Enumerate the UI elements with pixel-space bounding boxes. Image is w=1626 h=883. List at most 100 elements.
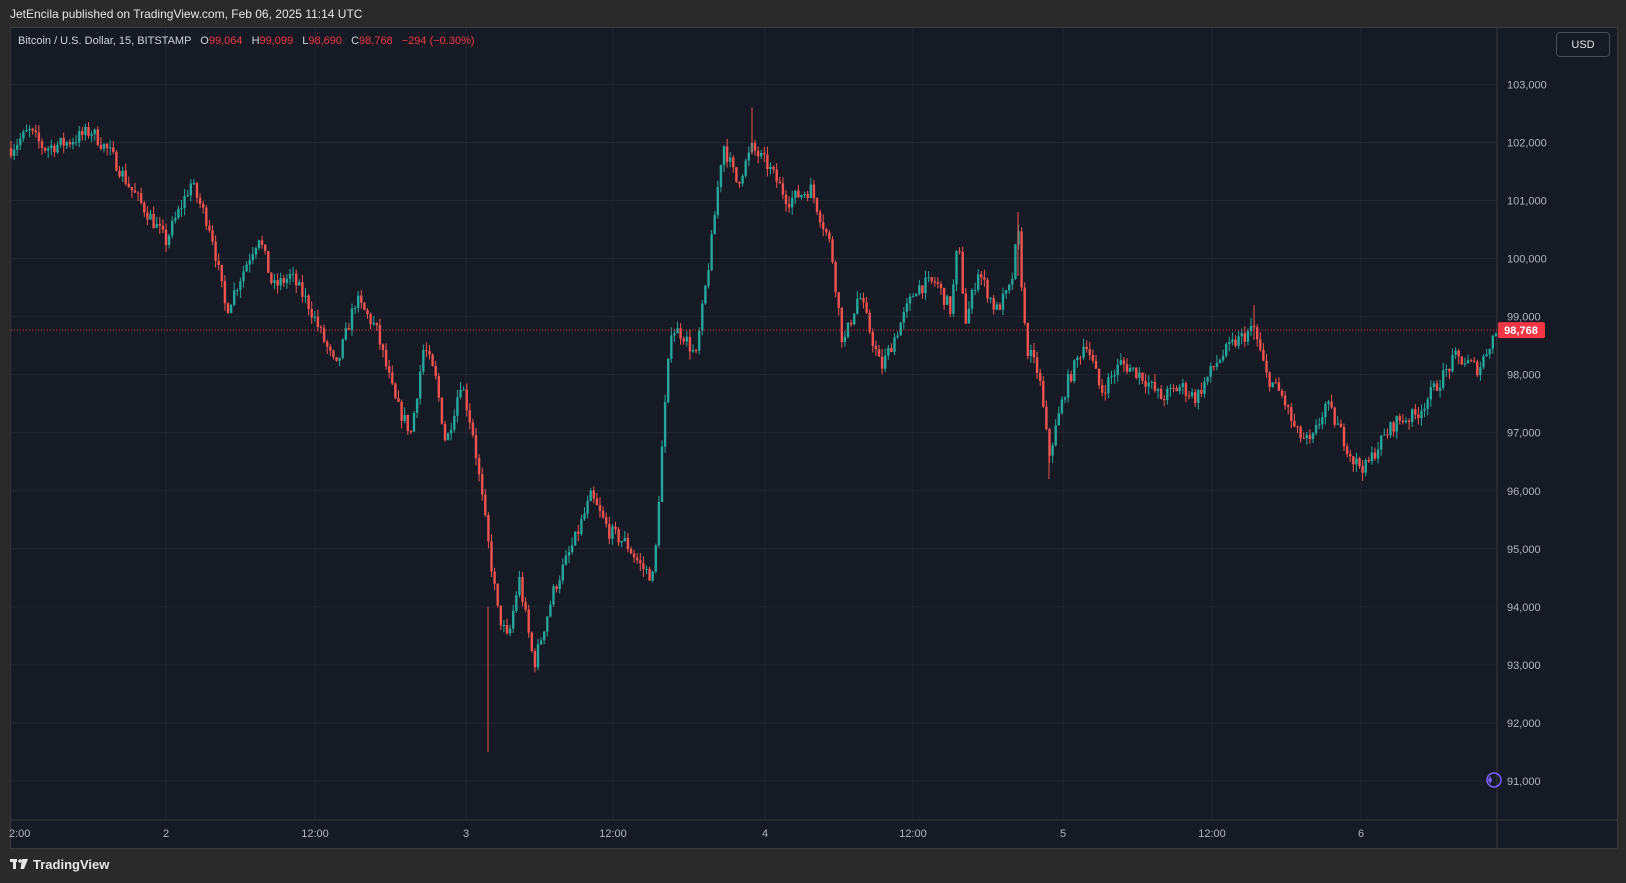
candle-body	[496, 583, 499, 606]
candle-body	[459, 389, 462, 398]
candle-body	[512, 610, 515, 629]
candle-body	[859, 297, 862, 299]
candle-body	[310, 308, 313, 318]
candle-body	[1181, 383, 1184, 388]
candle-body	[939, 284, 943, 289]
candle-body	[853, 313, 856, 325]
candle-body	[59, 137, 62, 145]
candle-body	[539, 640, 543, 645]
candle-body	[1119, 360, 1122, 365]
y-tick-label: 92,000	[1507, 718, 1541, 730]
candle-body	[1345, 446, 1349, 454]
candle-body	[1339, 423, 1343, 428]
candle-body	[989, 298, 992, 300]
candle-body	[1268, 372, 1271, 387]
candle-body	[1116, 364, 1119, 376]
candle-body	[549, 604, 552, 617]
candle-body	[254, 247, 258, 255]
candle-body	[357, 295, 360, 308]
candle-body	[22, 131, 25, 139]
candle-body	[1392, 422, 1395, 432]
candle-body	[251, 254, 254, 261]
candle-body	[1045, 406, 1048, 430]
candle-body	[775, 169, 778, 182]
candle-body	[918, 285, 921, 294]
candle-body	[481, 474, 484, 495]
close-value: 98,768	[359, 35, 393, 47]
candle-body	[843, 336, 847, 343]
candle-body	[1265, 360, 1268, 373]
candle-body	[1101, 385, 1104, 393]
candle-body	[651, 571, 654, 581]
candle-body	[155, 223, 158, 228]
candle-body	[1091, 354, 1095, 361]
candle-body	[1079, 357, 1082, 359]
candle-body	[784, 194, 788, 205]
candle-body	[611, 526, 614, 539]
candle-body	[226, 303, 230, 314]
candle-body	[205, 207, 208, 226]
candle-body	[515, 595, 518, 611]
candle-body	[1153, 381, 1157, 391]
candle-body	[195, 183, 199, 198]
chart-area[interactable]	[10, 27, 1618, 849]
candle-body	[1243, 333, 1246, 342]
candle-body	[1494, 333, 1498, 336]
candle-body	[1271, 382, 1274, 387]
candle-body	[192, 183, 196, 185]
candle-body	[583, 513, 586, 520]
candle-body	[626, 537, 630, 549]
symbol-name[interactable]: Bitcoin / U.S. Dollar, 15, BITSTAMP	[18, 35, 192, 47]
candle-body	[450, 429, 453, 434]
tradingview-logo[interactable]: TradingView	[10, 857, 109, 872]
candle-body	[1311, 433, 1315, 440]
candle-body	[1035, 357, 1039, 373]
candle-body	[1488, 348, 1491, 355]
candle-body	[53, 145, 56, 153]
candle-body	[186, 195, 189, 197]
candle-body	[933, 281, 936, 283]
candle-body	[332, 350, 335, 358]
candle-body	[96, 129, 99, 146]
tradingview-icon	[10, 859, 28, 869]
candle-body	[50, 145, 53, 149]
candle-body	[1228, 341, 1231, 344]
footer-brand: TradingView	[33, 857, 110, 872]
x-tick-label: 5	[1060, 828, 1066, 840]
candle-body	[533, 651, 537, 668]
candle-body	[422, 350, 425, 372]
candle-body	[592, 490, 595, 499]
candle-body	[1327, 401, 1330, 404]
candle-body	[434, 366, 437, 377]
candle-body	[1122, 360, 1126, 365]
candle-body	[1352, 456, 1355, 465]
candle-body	[313, 316, 316, 318]
candle-body	[586, 501, 589, 514]
currency-button[interactable]: USD	[1556, 32, 1610, 57]
candle-body	[639, 560, 642, 564]
candle-body	[183, 195, 186, 209]
candle-body	[301, 282, 304, 297]
candle-body	[84, 126, 87, 135]
candle-body	[791, 197, 794, 208]
candle-body	[815, 198, 819, 212]
candle-body	[360, 295, 363, 303]
candle-body	[921, 285, 924, 294]
symbol-legend[interactable]: Bitcoin / U.S. Dollar, 15, BITSTAMP O99,…	[18, 35, 475, 47]
candle-body	[552, 586, 555, 605]
candle-body	[732, 157, 735, 168]
y-tick-label: 95,000	[1507, 544, 1541, 556]
candle-body	[840, 307, 843, 343]
candle-body	[877, 349, 881, 357]
candle-body	[1141, 372, 1144, 381]
change-value: −294 (−0.30%)	[401, 35, 475, 47]
candle-body	[530, 632, 533, 652]
candle-body	[1169, 387, 1172, 389]
candle-body	[1094, 360, 1098, 369]
candle-body	[158, 223, 161, 226]
candle-body	[1097, 368, 1101, 386]
candle-body	[1203, 381, 1206, 394]
candle-body	[25, 130, 28, 132]
candle-body	[1389, 422, 1392, 436]
